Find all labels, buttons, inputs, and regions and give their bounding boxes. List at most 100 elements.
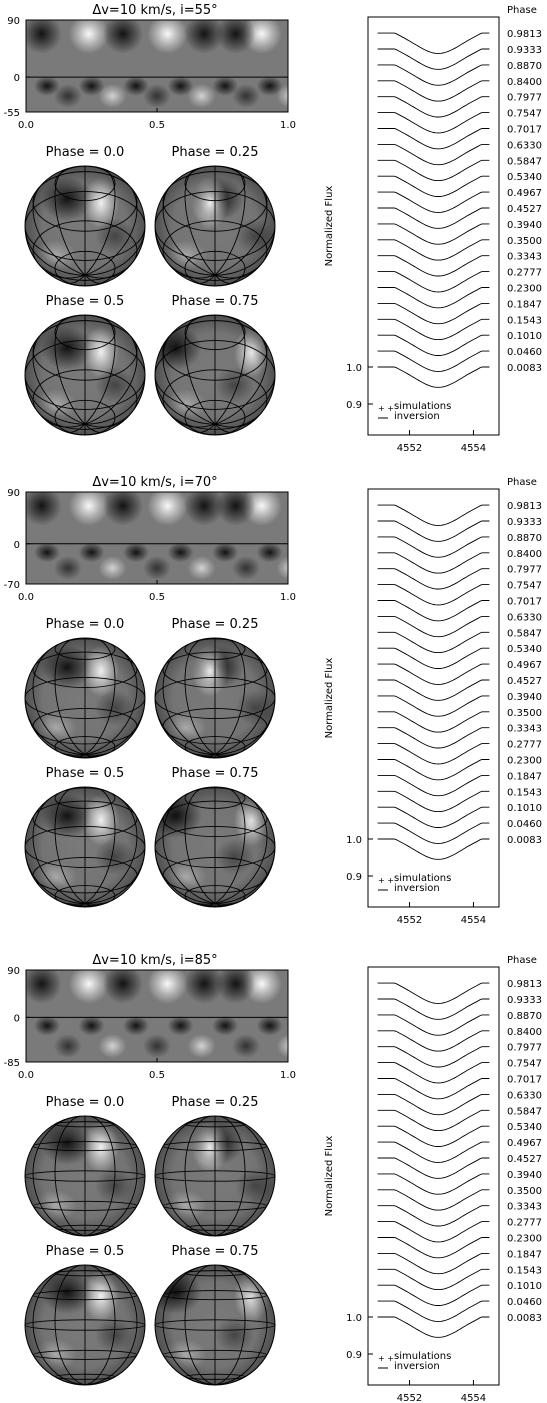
spectrum-phase-label: 0.3500 [507,708,542,719]
spectrum-phase-label: 0.6330 [507,1090,542,1101]
globe-phase-value: 0.75 [230,766,259,781]
spectrum-phase-label: 0.4967 [507,1138,542,1149]
spectrum-line [377,584,490,606]
y-tick-label: 0.9 [346,400,362,411]
legend-inversion-label: inversion [394,883,440,894]
spectrum-line [377,175,490,197]
globe-phase-0.5: Phase = 0.5 [24,1244,146,1386]
globe-limb [24,786,146,908]
spectrum-line [377,1268,490,1291]
globe-phase-0.75: Phase = 0.75 [154,294,276,436]
map-spot [143,84,171,108]
globe-limb [24,637,146,759]
spectrum-line [377,1141,490,1163]
globe-meridian-line [214,225,275,276]
globe-limb [154,314,276,436]
globe-limb [24,314,146,436]
globe-meridian-line [84,332,138,425]
spectrum-line [377,350,490,372]
lat-tick-label: -85 [4,1058,20,1069]
spectrum-phase-label: 0.4527 [507,1154,542,1165]
spectrum-line [377,1014,490,1036]
globe-limb [154,165,276,287]
globe-meridian-line [84,638,116,755]
globe-phase-word: Phase = [46,1095,100,1110]
map-spot [78,75,105,96]
spectra-frame [367,16,500,436]
globe-meridian-line [162,332,216,425]
spectrum-phase-label: 0.2777 [507,268,542,279]
globe-meridian-line [84,419,126,428]
map-spot [98,1034,127,1058]
map-spot [212,1015,239,1036]
map-spot [53,556,82,580]
spectrum-line [377,112,490,134]
globe-meridian-line [162,183,216,276]
spectrum-line [377,1062,490,1084]
globe-meridian-line [184,787,216,904]
spectrum-phase-label: 0.8400 [507,549,542,560]
legend-simulations-label: simulations [394,873,451,884]
spectrum-line [377,663,490,685]
globe-phase-value: 0.25 [230,145,259,160]
spectrum-phase-label: 0.7017 [507,125,542,136]
spectrum-line [377,647,490,669]
map-spot [33,1015,60,1036]
spectrum-line [377,822,490,844]
spectrum-line [377,520,490,542]
spectrum-phase-label: 0.0460 [507,347,542,358]
globe-meridian-line [84,1116,138,1236]
spectrum-phase-label: 0.4527 [507,204,542,215]
lon-tick-label: 0.0 [18,120,34,131]
spectrum-phase-label: 0.0460 [507,1297,542,1308]
globe-meridian-line [32,647,86,755]
spectrum-line [377,239,490,261]
spectrum-phase-label: 0.8870 [507,1011,542,1022]
map-spot [215,970,256,1004]
x-tick-label: 4552 [397,1393,422,1403]
map-spot [26,20,62,54]
spectrum-phase-label: 0.9333 [507,45,542,56]
globe-phase-label: Phase = 0.5 [46,766,125,781]
panel-1: Δv=10 km/s, i=55°900-550.0 0.5 1.0 Phase = … [4,3,542,454]
globe-phase-label: Phase = 0.75 [172,1244,259,1259]
map-spot [276,1034,288,1058]
globe-meridian-line [214,1265,246,1385]
globe-meridian-line [162,647,216,755]
globe-phase-0.0: Phase = 0.0 [24,617,146,759]
map-title: Δv=10 km/s, i=55° [92,3,217,18]
spectrum-phase-label: 0.9813 [507,29,542,40]
spectrum-line [377,552,490,574]
spectrum-phase-label: 0.7547 [507,109,542,120]
globe-phase-0.75: Phase = 0.75 [154,1244,276,1386]
map-spot [53,1034,82,1058]
globe-phase-word: Phase = [172,1244,226,1259]
y-axis-label: Normalized Flux [324,1136,335,1217]
spectrum-line [377,255,490,277]
globe-meridian-line [67,274,86,284]
spectrum-phase-label: 0.4967 [507,660,542,671]
phase-column-header: Phase [507,477,537,488]
map-spot [187,556,216,580]
globe-meridian-line [25,851,86,904]
map-spot [102,970,143,1004]
spectrum-line [377,1109,490,1132]
y-tick-label: 1.0 [346,835,362,846]
map-spot [212,542,239,563]
globe-meridian-line [184,638,216,755]
spectrum-phase-label: 0.7547 [507,1059,542,1070]
lon-tick-label: 0.5 [149,592,165,603]
spectrum-phase-label: 0.1847 [507,299,542,310]
globe-meridian-line [54,1265,86,1385]
map-spot [147,970,188,1004]
globe-meridian-line [214,423,233,433]
globe-phase-label: Phase = 0.25 [172,1095,259,1110]
spectrum-line [377,128,490,150]
globe-phase-word: Phase = [46,766,100,781]
surface-map: 90 0 -550.0 0.5 1.0 [4,16,296,131]
spectrum-line [377,143,490,166]
spectrum-phase-label: 0.1010 [507,803,542,814]
map-spot [143,1034,171,1058]
globe-meridian-line [214,183,268,276]
